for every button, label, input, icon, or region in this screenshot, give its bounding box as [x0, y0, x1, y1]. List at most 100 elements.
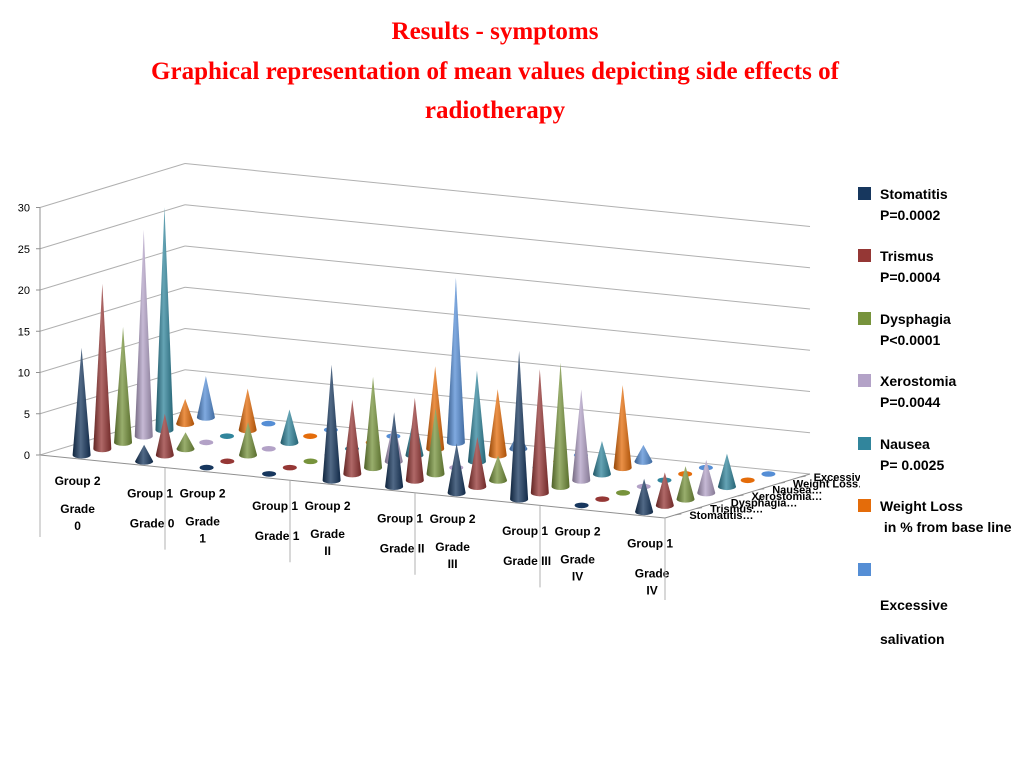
cone-base-zero — [761, 471, 776, 477]
cone-dysphagia — [426, 407, 445, 478]
gridline — [39, 163, 186, 208]
cone-nausea — [592, 440, 611, 478]
depth-tick — [799, 475, 806, 478]
depth-label: Xerostomia… — [752, 491, 823, 503]
cone-trismus — [343, 399, 362, 478]
y-tick-label: 30 — [18, 203, 30, 215]
cone-base-zero — [219, 433, 234, 439]
group-label: Group 2 — [430, 512, 476, 526]
group-label: Group 1 — [127, 486, 173, 500]
legend-swatch — [858, 312, 871, 325]
group-label: Group 2 — [555, 524, 601, 538]
grade-label: 1 — [199, 532, 206, 546]
legend-swatch — [858, 437, 871, 450]
depth-tick — [737, 494, 744, 497]
cone-stomatitis — [510, 350, 529, 503]
depth-tick — [695, 507, 703, 510]
gridline — [39, 286, 186, 332]
grade-label: Grade — [185, 515, 220, 529]
y-tick-label: 10 — [18, 368, 30, 380]
cone-weight-loss — [238, 388, 257, 434]
y-tick-label: 20 — [18, 285, 30, 297]
cone-stomatitis — [635, 478, 654, 516]
grade-label: II — [324, 544, 331, 558]
y-tick-label: 5 — [24, 409, 30, 421]
cone-base-zero — [220, 458, 235, 465]
depth-label: Dysphagia… — [731, 497, 798, 509]
grade-label: Grade 0 — [130, 516, 175, 530]
grade-label: Grade — [60, 502, 95, 516]
cone-trismus — [405, 397, 424, 484]
cone-nausea — [155, 207, 174, 434]
y-tick-label: 25 — [18, 244, 30, 256]
cone-weight-loss — [176, 398, 195, 428]
legend-swatch — [858, 249, 871, 262]
cone-base-zero — [262, 471, 277, 477]
group-label: Group 1 — [502, 524, 548, 538]
cone-trismus — [655, 472, 674, 509]
cone-weight-loss — [426, 366, 445, 453]
depth-label: Weight Loss… — [793, 478, 860, 490]
gridline — [184, 163, 811, 227]
cone-base-zero — [616, 490, 631, 496]
depth-tick — [778, 481, 786, 484]
cone-xerostomia — [134, 229, 153, 440]
depth-label: Trismus… — [710, 504, 763, 516]
group-label: Group 1 — [627, 537, 673, 551]
legend-swatch — [858, 499, 871, 512]
grade-label: Grade — [435, 540, 470, 554]
cone-xerostomia — [572, 389, 591, 484]
cone-nausea — [280, 409, 299, 446]
grade-label: 0 — [74, 519, 81, 533]
cone-base-zero — [199, 439, 214, 446]
cone-weight-loss — [488, 389, 507, 459]
cone-stomatitis — [385, 412, 404, 491]
depth-tick — [716, 500, 723, 503]
cone-trismus — [468, 437, 487, 491]
legend-label: Trismus P=0.0004 — [880, 248, 941, 285]
legend-label: Xerostomia P=0.0044 — [880, 373, 957, 410]
group-label: Group 2 — [180, 487, 226, 501]
cone-base-zero — [574, 502, 589, 509]
chart-subtitle: Graphical representation of mean values … — [151, 58, 839, 85]
cone-stomatitis — [322, 364, 341, 484]
cone-chart: 0 5 10 15 20 25 30 Stomatitis…Trismus…Dysphagia… — [18, 163, 860, 600]
cone-base-zero — [199, 464, 214, 471]
gridline — [184, 204, 811, 269]
cone-base-zero — [740, 477, 755, 484]
cone-base-zero — [282, 464, 297, 471]
cone-dysphagia — [114, 326, 133, 446]
group-label: Group 1 — [377, 512, 423, 526]
cone-dysphagia — [489, 455, 508, 484]
chart-title: Results - symptoms — [391, 18, 599, 45]
grade-label: Grade II — [380, 542, 425, 556]
cone-dysphagia — [676, 466, 695, 503]
cone-trismus — [530, 369, 549, 497]
gridline — [39, 204, 186, 250]
group-label: Group 2 — [55, 474, 101, 488]
cone-base-zero — [303, 458, 318, 465]
x-axis — [39, 454, 666, 519]
depth-label: Stomatitis… — [689, 510, 753, 522]
gridline — [184, 245, 811, 310]
grade-label: IV — [646, 584, 657, 598]
cone-base-zero — [303, 433, 318, 439]
cone-base-zero — [261, 445, 276, 452]
cone-dysphagia — [176, 432, 195, 453]
group-label: Group 2 — [305, 499, 351, 513]
grade-label: Grade — [560, 552, 595, 566]
gridline — [184, 328, 811, 392]
cone-stomatitis — [72, 347, 91, 459]
depth-label: Excessive salivation — [814, 472, 860, 484]
group-label: Group 1 — [252, 499, 298, 513]
legend-label: Weight Loss in % from base line — [880, 498, 1012, 535]
grade-label: Grade III — [503, 554, 551, 568]
grade-label: Grade 1 — [255, 529, 300, 543]
legend-swatch — [858, 374, 871, 387]
y-tick-label: 15 — [18, 326, 30, 338]
cone-excessive-salivation — [634, 444, 653, 465]
legend-label: Excessive salivation — [880, 597, 948, 647]
cone-trismus — [155, 413, 174, 459]
depth-tick — [675, 513, 682, 516]
chart-subtitle-line2: radiotherapy — [424, 97, 566, 124]
